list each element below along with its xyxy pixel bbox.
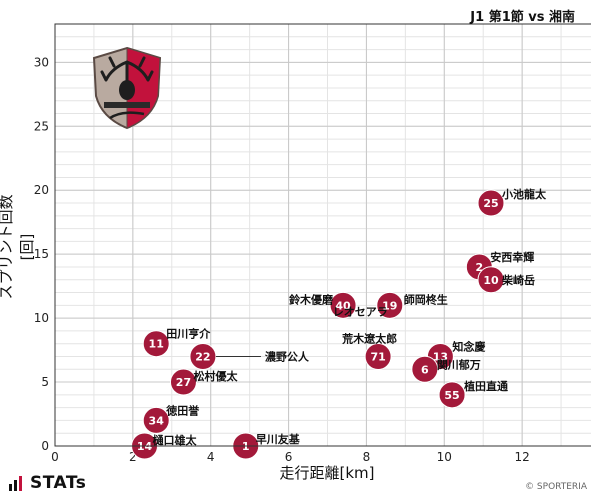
y-tick-label: 5: [41, 375, 49, 389]
player-name-label: 田川亨介: [166, 327, 211, 341]
x-tick-label: 0: [51, 450, 59, 464]
scatter-point: 22 濃野公人: [189, 342, 310, 370]
x-tick-label: 10: [437, 450, 452, 464]
player-name-label: 徳田誉: [165, 403, 200, 417]
plot-border: [54, 23, 591, 447]
player-number-label: 6: [421, 363, 429, 376]
y-tick-label: 15: [34, 247, 49, 261]
x-tick-label: 6: [285, 450, 293, 464]
stats-brand: STATs: [8, 473, 86, 493]
y-tick-label: 10: [34, 311, 49, 325]
y-axis-label: スプリント回数[回]: [0, 194, 36, 300]
player-number-label: 40: [335, 299, 351, 312]
bar-chart-icon: [9, 476, 22, 491]
scatter-point: 27 松村優太: [169, 368, 238, 396]
point-marker: [411, 355, 439, 383]
y-tick-label: 30: [34, 55, 49, 69]
player-name-label: 樋口雄太: [153, 433, 198, 447]
player-name-label: 濃野公人: [265, 349, 310, 363]
player-name-label: 関川郁万: [437, 357, 481, 371]
scatter-point: 6 関川郁万: [411, 355, 481, 383]
y-tick-label: 0: [41, 439, 49, 453]
scatter-point: 71 荒木遼太郎: [341, 331, 397, 370]
point-marker: [438, 381, 466, 409]
player-number-label: 13: [433, 350, 448, 363]
point-marker: [376, 291, 404, 319]
scatter-point: 55 植田直通: [438, 379, 508, 409]
player-number-label: 19: [382, 299, 397, 312]
point-marker: [142, 330, 170, 358]
point-marker: [329, 291, 357, 319]
player-number-label: 34: [149, 414, 165, 427]
y-tick-label: 25: [34, 119, 49, 133]
x-tick-label: 12: [515, 450, 530, 464]
point-marker: [477, 189, 505, 217]
brand-name: STATs: [30, 473, 87, 493]
player-number-label: 25: [483, 197, 498, 210]
player-number-label: 2: [475, 261, 483, 274]
player-number-label: 71: [370, 350, 385, 363]
x-tick-label: 4: [207, 450, 215, 464]
player-number-label: 27: [176, 376, 191, 389]
player-name-label: レオセアラ: [333, 305, 388, 318]
point-marker: [169, 368, 197, 396]
point-marker: [364, 342, 392, 370]
x-tick-label: 2: [129, 450, 137, 464]
y-tick-label: 20: [34, 183, 49, 197]
player-name-label: 植田直通: [463, 379, 508, 393]
team-crest-logo: [92, 46, 162, 130]
point-marker: [142, 406, 170, 434]
player-number-label: 22: [195, 350, 210, 363]
player-name-label: 早川友基: [256, 432, 301, 446]
scatter-points: 25小池龍太2安西幸輝10柴崎岳40鈴木優磨30師岡柊生19レオセアラ71荒木遼…: [131, 187, 547, 460]
player-name-label: 知念慶: [451, 339, 485, 353]
copyright-text: © SPORTERIA: [525, 482, 587, 492]
player-name-label: 松村優太: [193, 369, 238, 383]
player-name-label: 師岡柊生: [404, 292, 448, 306]
x-axis-label: 走行距離[km]: [279, 464, 375, 482]
chart-title: J1 第1節 vs 湘南: [470, 10, 575, 25]
axis-tick-labels: 02468101214051015202530: [34, 55, 530, 464]
x-tick-label: 8: [363, 450, 371, 464]
point-marker: [477, 266, 505, 294]
player-name-label: 小池龍太: [501, 187, 547, 201]
player-name-label: 柴崎岳: [501, 273, 535, 287]
player-number-label: 11: [149, 338, 164, 351]
scatter-point: 10 柴崎岳: [477, 266, 535, 294]
player-number-label: 55: [444, 389, 459, 402]
player-name-label: 安西幸輝: [490, 250, 534, 264]
player-number-label: 10: [483, 274, 499, 287]
player-name-label: 鈴木優磨: [289, 292, 334, 306]
player-name-label: 荒木遼太郎: [341, 331, 397, 345]
